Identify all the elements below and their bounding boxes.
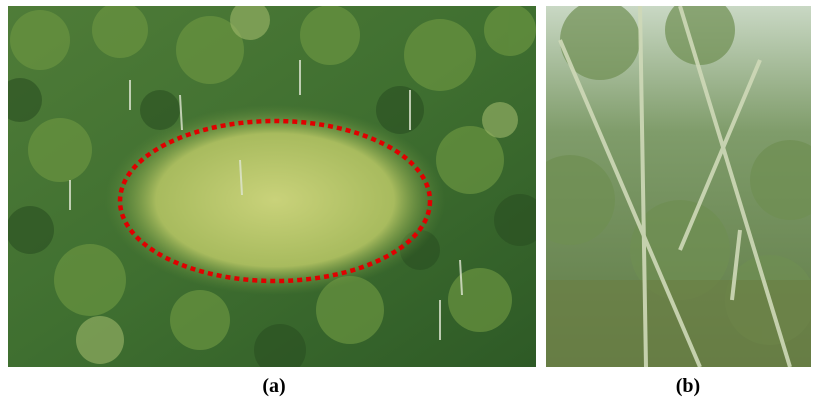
page: (a) (b) (() => { const data = JSON.parse… xyxy=(0,0,813,401)
photo-b xyxy=(525,0,813,367)
figure: (a) (b) xyxy=(0,0,813,401)
caption: (b) xyxy=(676,375,700,397)
caption: (a) xyxy=(262,375,285,397)
photo-a xyxy=(0,0,546,376)
